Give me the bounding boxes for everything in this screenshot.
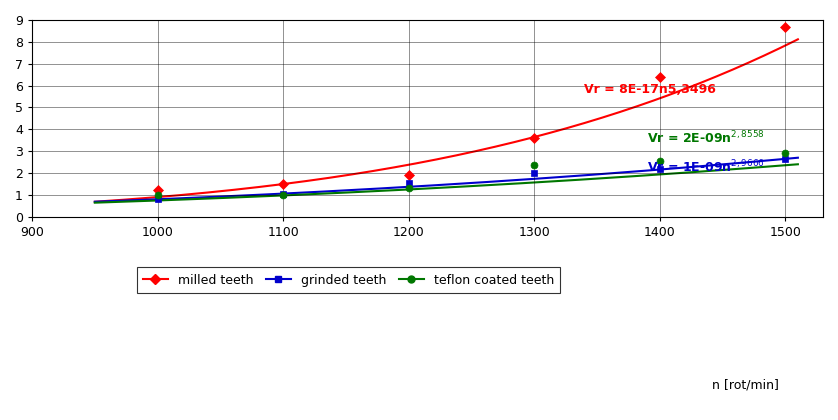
- Text: Vr = 8E-17n5,3496: Vr = 8E-17n5,3496: [584, 83, 716, 96]
- Text: n [rot/min]: n [rot/min]: [712, 378, 779, 391]
- Legend: milled teeth, grinded teeth, teflon coated teeth: milled teeth, grinded teeth, teflon coat…: [137, 268, 561, 293]
- Text: Vr = 1E-09n$^{2,9666}$: Vr = 1E-09n$^{2,9666}$: [647, 158, 765, 175]
- Text: Vr = 2E-09n$^{2,8558}$: Vr = 2E-09n$^{2,8558}$: [647, 130, 765, 147]
